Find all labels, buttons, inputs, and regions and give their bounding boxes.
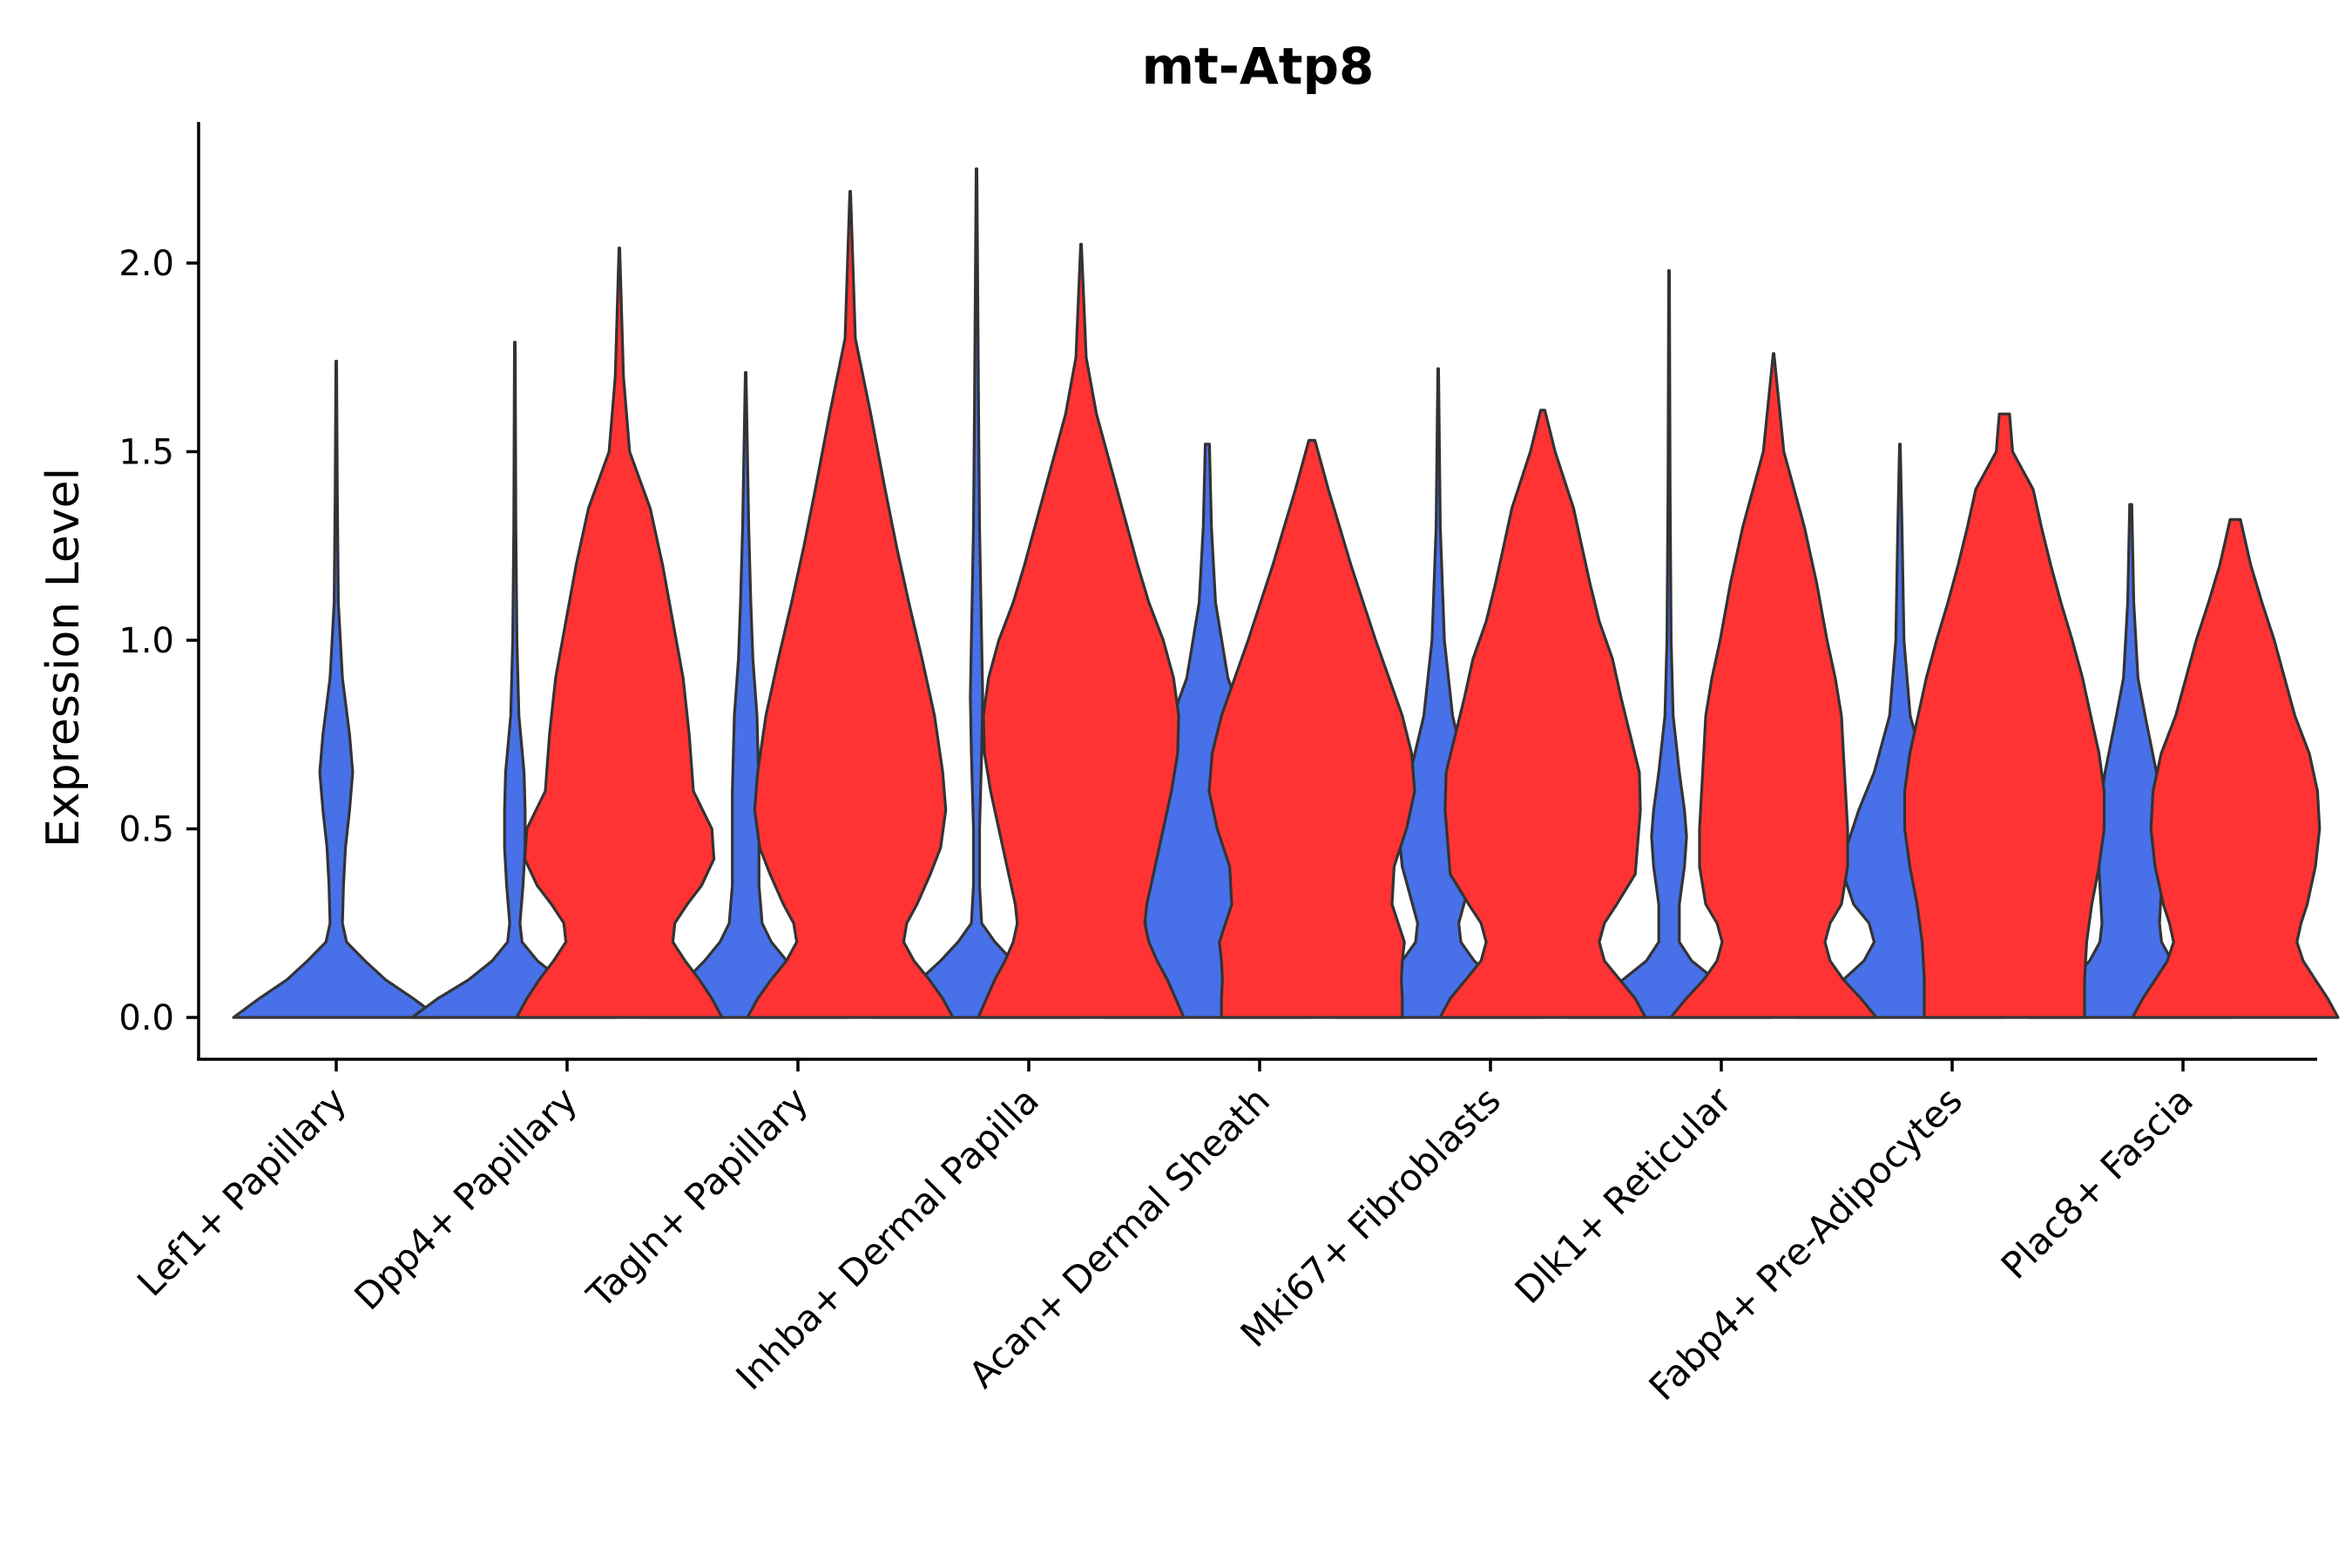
violin-group-2-4 xyxy=(1207,438,1416,1019)
violin-group-1-0 xyxy=(232,360,441,1019)
y-ticks: 0.0 0.5 1.0 1.5 2.0 xyxy=(118,244,199,1038)
violin-group-1-2 xyxy=(641,371,850,1019)
x-tick-label: Mki67+ Fibroblasts xyxy=(1233,1078,1509,1355)
violin-group-1-1 xyxy=(410,341,619,1019)
y-axis-label: Expression Level xyxy=(37,468,90,848)
violin-group-2-6 xyxy=(1669,352,1878,1019)
axes xyxy=(197,122,2317,1061)
chart-title: mt-Atp8 xyxy=(1142,37,1375,96)
x-tick-label: Plac8+ Fascia xyxy=(1993,1078,2201,1287)
x-tick-label: Lef1+ Papillary xyxy=(129,1078,355,1304)
y-tick-label: 1.5 xyxy=(118,433,174,473)
violin-group-2-8 xyxy=(2131,517,2340,1019)
violin-layer xyxy=(232,167,2340,1019)
y-tick-label: 2.0 xyxy=(118,244,174,284)
violin-group-2-7 xyxy=(1903,412,2106,1019)
y-tick-label: 1.0 xyxy=(118,621,174,661)
violin-group-2-5 xyxy=(1438,409,1647,1019)
violin-group-1-3 xyxy=(872,167,1081,1019)
x-tick-label: Dpp4+ Papillary xyxy=(346,1078,585,1318)
violin-group-2-3 xyxy=(977,242,1186,1019)
violin-group-1-6 xyxy=(1565,269,1774,1019)
x-tick-label: Tagln+ Papillary xyxy=(578,1078,816,1316)
y-tick-label: 0.0 xyxy=(118,998,174,1038)
violin-group-1-5 xyxy=(1334,367,1543,1019)
x-tick-label: Dlk1+ Reticular xyxy=(1507,1078,1740,1312)
violin-group-2-1 xyxy=(515,247,724,1019)
violin-group-2-2 xyxy=(746,190,955,1019)
violin-group-1-8 xyxy=(2026,503,2235,1019)
y-tick-label: 0.5 xyxy=(118,810,174,850)
